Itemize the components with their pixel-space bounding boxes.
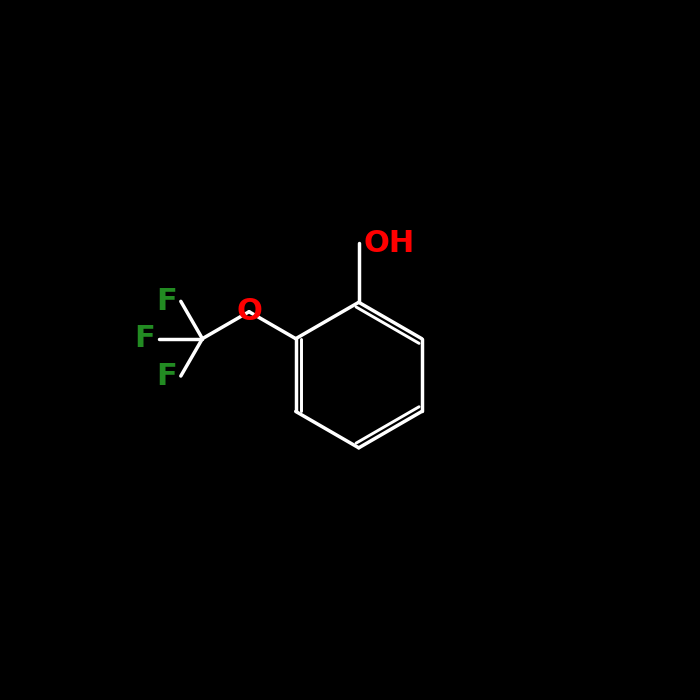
Text: F: F [156, 361, 176, 391]
Text: O: O [236, 298, 262, 326]
Text: F: F [134, 324, 155, 354]
Text: OH: OH [363, 228, 414, 258]
Text: F: F [156, 287, 176, 316]
